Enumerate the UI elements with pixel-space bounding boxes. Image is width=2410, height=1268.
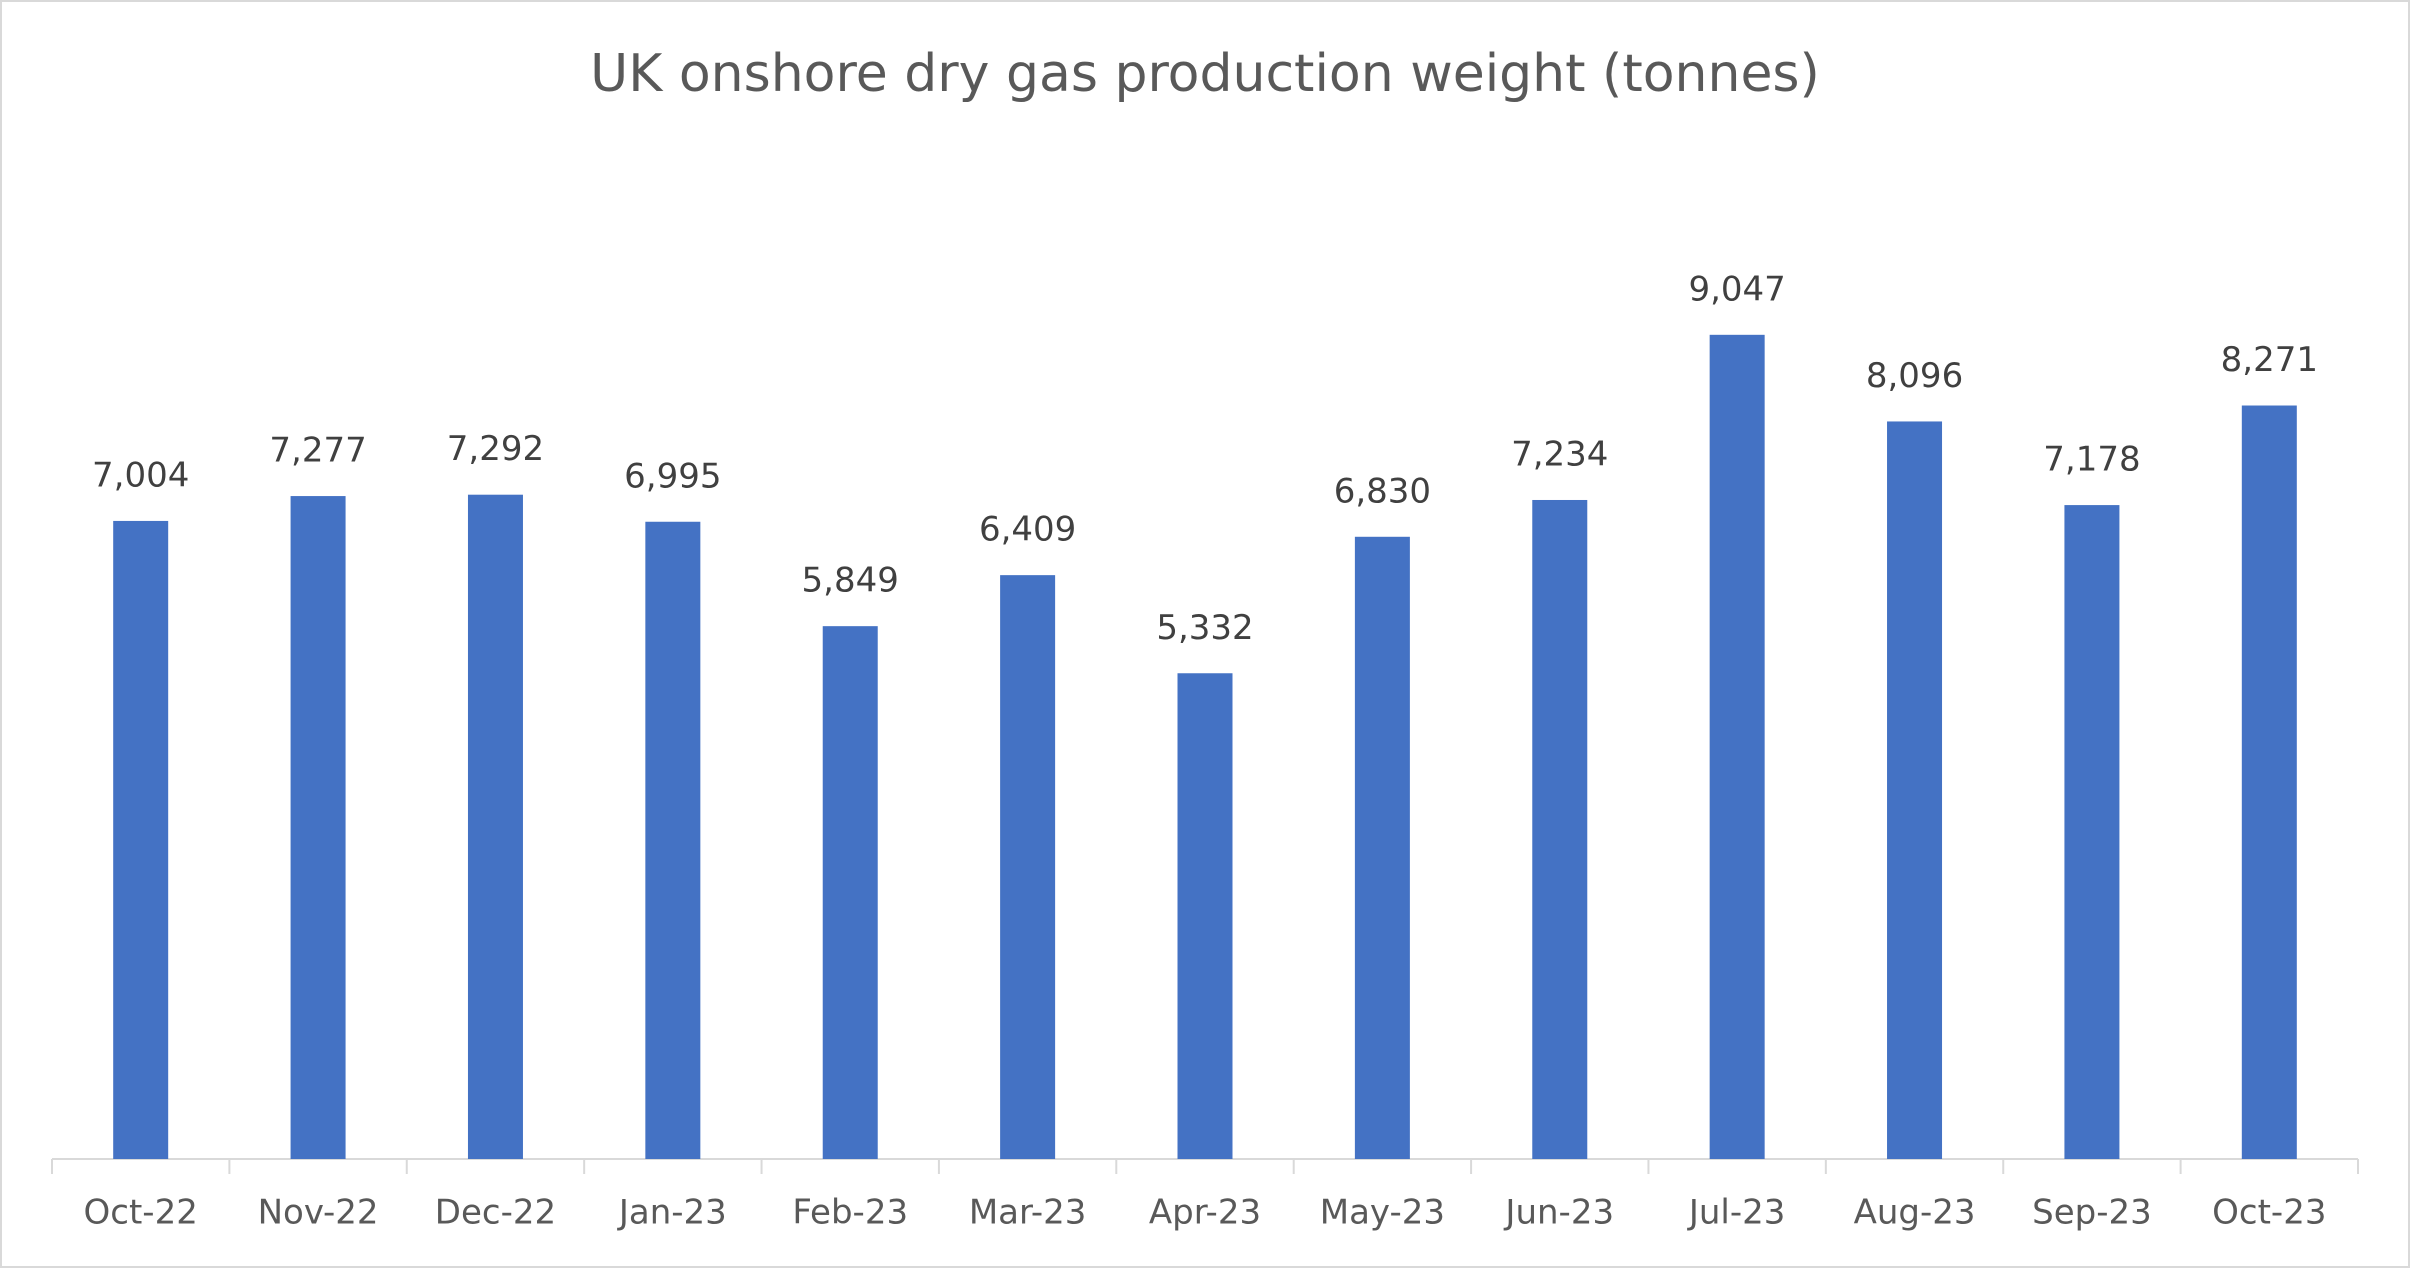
bar [1532, 499, 1588, 1159]
x-tick-label: Nov-22 [258, 1193, 379, 1233]
bar [1709, 334, 1765, 1159]
data-label: 8,271 [2221, 340, 2318, 380]
x-tick-label: Aug-23 [1854, 1193, 1976, 1233]
data-label: 7,277 [269, 431, 366, 471]
data-label: 6,830 [1334, 471, 1431, 511]
x-tick-label: Jan-23 [617, 1193, 727, 1233]
chart-title: UK onshore dry gas production weight (to… [590, 44, 1820, 104]
data-label: 8,096 [1866, 356, 1963, 396]
bar [822, 626, 878, 1159]
data-label: 7,292 [447, 429, 544, 469]
x-tick-label: May-23 [1320, 1193, 1445, 1233]
data-label: 6,995 [624, 456, 721, 496]
x-tick-label: Apr-23 [1149, 1193, 1261, 1233]
bar [1177, 673, 1233, 1159]
data-label: 6,409 [979, 510, 1076, 550]
bar [290, 496, 346, 1159]
bar [113, 520, 169, 1159]
x-tick-label: Jun-23 [1503, 1193, 1614, 1233]
x-tick-label: Mar-23 [969, 1193, 1087, 1233]
x-tick-label: Oct-23 [2212, 1193, 2326, 1233]
data-label: 5,849 [802, 561, 899, 601]
data-label: 7,234 [1511, 434, 1608, 474]
bar [467, 494, 523, 1159]
x-tick-label: Feb-23 [792, 1193, 908, 1233]
data-label: 7,004 [92, 455, 189, 495]
data-label: 7,178 [2043, 440, 2140, 480]
data-label: 9,047 [1688, 269, 1785, 309]
bar [1000, 575, 1056, 1159]
bar [645, 521, 701, 1159]
x-tick-label: Jul-23 [1687, 1193, 1786, 1233]
x-tick-label: Oct-22 [84, 1193, 198, 1233]
x-tick-label: Sep-23 [2032, 1193, 2152, 1233]
bar [2064, 505, 2120, 1159]
bar [1354, 536, 1410, 1159]
bar [2241, 405, 2297, 1159]
data-label: 5,332 [1156, 608, 1253, 648]
bar [1887, 421, 1943, 1159]
x-tick-label: Dec-22 [435, 1193, 556, 1233]
